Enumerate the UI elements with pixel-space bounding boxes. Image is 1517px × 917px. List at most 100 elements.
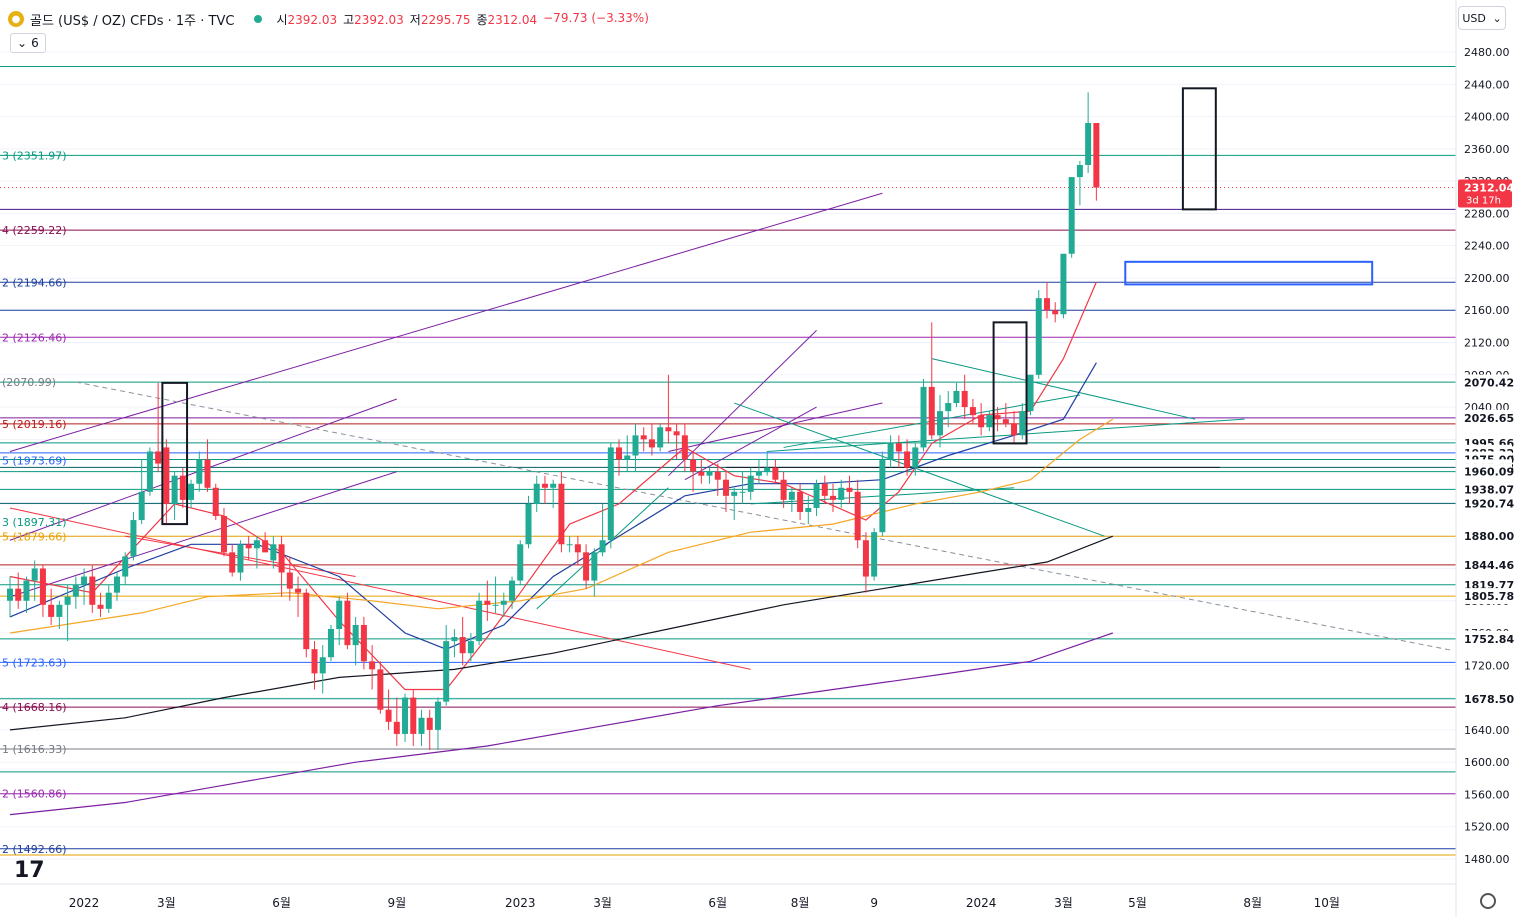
- price-tick-label: 1720.00: [1464, 659, 1510, 672]
- candle-body: [476, 600, 483, 642]
- candle-body: [270, 544, 277, 561]
- indicators-toggle-button[interactable]: ⌄ 6: [10, 33, 46, 53]
- trend-line: [9, 192, 883, 452]
- currency-button[interactable]: USD ⌄: [1458, 6, 1506, 30]
- last-price-tag-bg: [1458, 179, 1512, 208]
- candle-body: [434, 701, 441, 730]
- price-tick-label: 1480.00: [1464, 853, 1510, 866]
- highlight-box: [992, 321, 1028, 445]
- tradingview-logo-icon[interactable]: 17: [14, 858, 45, 883]
- candle-body: [105, 592, 112, 609]
- trend-line: [684, 406, 817, 481]
- candle-body: [1043, 298, 1050, 311]
- candle-body: [673, 431, 680, 436]
- candle-body: [484, 600, 491, 605]
- candle-body: [558, 483, 565, 545]
- price-tick-label: 2440.00: [1464, 78, 1510, 91]
- candle-body: [525, 503, 532, 545]
- candle-body: [393, 721, 400, 734]
- change-value: −79.73 (−3.33%): [543, 10, 649, 25]
- candle-body: [229, 552, 236, 573]
- candle-body: [648, 439, 655, 448]
- candle-body: [994, 415, 1001, 420]
- trend-line: [668, 402, 883, 452]
- candle-body: [130, 520, 137, 557]
- moving-average-line: [9, 281, 1097, 691]
- candle-body: [854, 491, 861, 541]
- price-tag-bg: [1458, 528, 1512, 545]
- candle-body: [418, 717, 425, 734]
- candle-body: [1011, 423, 1018, 436]
- candle-body: [780, 479, 787, 500]
- level-label: 2 (1492.66): [2, 843, 67, 856]
- candle-body: [517, 544, 524, 581]
- time-tick-label: 3월: [1054, 896, 1073, 910]
- time-tick-label: 9: [870, 896, 878, 910]
- price-tag: 1960.09: [1464, 466, 1514, 479]
- candle-body: [155, 451, 162, 464]
- price-tag-bg: [1458, 495, 1512, 512]
- price-tag: 1678.50: [1464, 693, 1514, 706]
- candle-body: [1068, 177, 1075, 254]
- gear-icon[interactable]: [1480, 893, 1496, 909]
- price-tick-label: 1640.00: [1464, 724, 1510, 737]
- candle-body: [986, 415, 993, 428]
- candle-body: [969, 407, 976, 416]
- low-value: 2295.75: [420, 12, 471, 27]
- candle-body: [591, 552, 598, 581]
- candle-body: [755, 471, 762, 476]
- candle-body: [48, 604, 55, 617]
- candle-body: [1035, 298, 1042, 375]
- highlight-box: [1124, 260, 1374, 286]
- level-label: 4 (2259.22): [2, 224, 67, 237]
- candle-body: [39, 568, 46, 605]
- price-tag-bg: [1458, 588, 1512, 605]
- candle-body: [640, 435, 647, 440]
- candle-body: [607, 447, 614, 541]
- price-tag: 2070.42: [1464, 377, 1514, 390]
- candle-body: [245, 544, 252, 549]
- time-tick-label: 10월: [1314, 896, 1340, 910]
- candle-body: [122, 556, 129, 577]
- ohlc-values: 시2392.03 고2392.03 저2295.75 종2312.04 −79.…: [276, 11, 648, 28]
- trend-line: [9, 471, 397, 598]
- trend-line: [931, 358, 1196, 420]
- price-tag: 1880.00: [1464, 530, 1514, 543]
- candle-body: [113, 576, 120, 593]
- level-label: 5 (1879.66): [2, 530, 67, 543]
- price-tick-label: 1560.00: [1464, 788, 1510, 801]
- time-tick-label: 3월: [593, 896, 612, 910]
- price-tag-bg: [1458, 374, 1512, 391]
- time-tick-label: 2024: [966, 896, 997, 910]
- price-tick-label: 2240.00: [1464, 240, 1510, 253]
- candle-body: [509, 580, 516, 601]
- time-tick-label: 8월: [1243, 896, 1262, 910]
- price-tag: 1844.46: [1464, 559, 1514, 572]
- moving-average-line: [9, 535, 1114, 731]
- candle-body: [327, 629, 334, 658]
- candle-body: [714, 471, 721, 480]
- candle-body: [220, 516, 227, 553]
- open-label: 시: [276, 12, 288, 27]
- candle-body: [426, 717, 433, 730]
- symbol-title[interactable]: 골드 (US$ / OZ) CFDs · 1주 · TVC: [30, 13, 235, 29]
- candle-body: [410, 697, 417, 734]
- candle-body: [352, 624, 359, 646]
- candle-body: [7, 588, 13, 601]
- price-tick-label: 2160.00: [1464, 304, 1510, 317]
- time-tick-label: 8월: [791, 896, 810, 910]
- price-tag-bg: [1458, 481, 1512, 498]
- candle-body: [81, 576, 88, 585]
- trend-line: [767, 418, 1245, 452]
- candle-body: [262, 540, 269, 553]
- trend-line: [75, 381, 1451, 651]
- price-tag: 1805.78: [1464, 590, 1514, 603]
- candle-body: [665, 427, 672, 432]
- candle-body: [360, 624, 367, 662]
- candle-body: [632, 435, 639, 456]
- candle-body: [805, 507, 812, 512]
- candle-body: [204, 459, 211, 488]
- candle-body: [402, 697, 409, 734]
